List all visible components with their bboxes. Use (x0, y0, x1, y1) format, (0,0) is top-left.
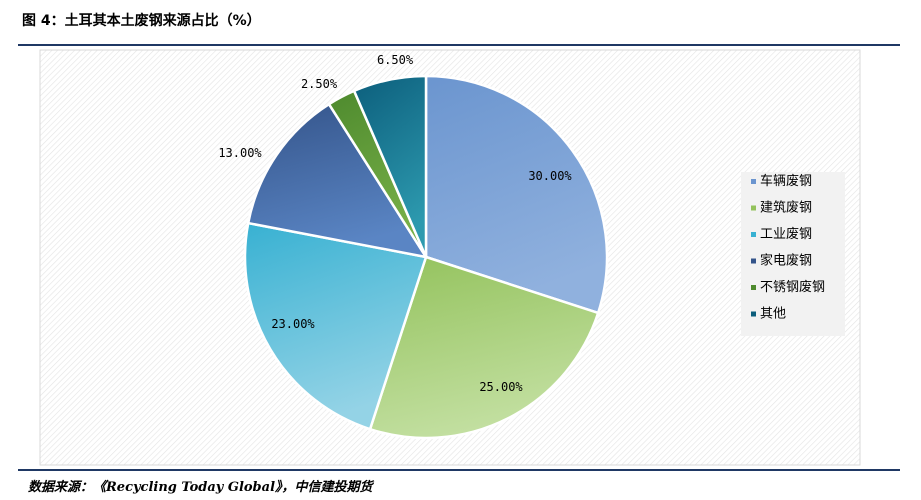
legend-swatch (751, 205, 756, 211)
title-divider (18, 44, 900, 46)
slice-data-label: 25.00% (479, 380, 523, 394)
legend-box (741, 172, 845, 336)
pie-slice (352, 74, 428, 258)
legend-label: 不锈钢废钢 (760, 279, 825, 295)
pie-slice (424, 74, 609, 315)
pie-slice (243, 221, 428, 431)
pie-slice (368, 255, 600, 440)
slice-data-label: 23.00% (271, 317, 315, 331)
legend-swatch (751, 311, 756, 317)
legend-label: 建筑废钢 (760, 200, 812, 216)
legend-label: 家电废钢 (760, 253, 812, 269)
legend-label: 工业废钢 (760, 226, 812, 242)
chart-title: 图 4：土耳其本土废钢来源占比（%） (22, 13, 261, 29)
legend-swatch (751, 285, 756, 290)
legend-swatch (751, 258, 756, 264)
legend-swatch (751, 232, 756, 237)
slice-data-label: 6.50% (377, 53, 414, 67)
slice-data-label: 30.00% (528, 169, 572, 183)
pie-slice (246, 102, 429, 259)
source-note: 数据来源：《Recycling Today Global》，中信建投期货 (28, 480, 373, 495)
legend-label: 车辆废钢 (760, 173, 812, 189)
footer-divider (18, 469, 900, 471)
legend-swatch (751, 179, 756, 184)
slice-data-label: 13.00% (218, 146, 262, 160)
slice-data-label: 2.50% (301, 77, 338, 91)
legend-label: 其他 (760, 307, 786, 322)
